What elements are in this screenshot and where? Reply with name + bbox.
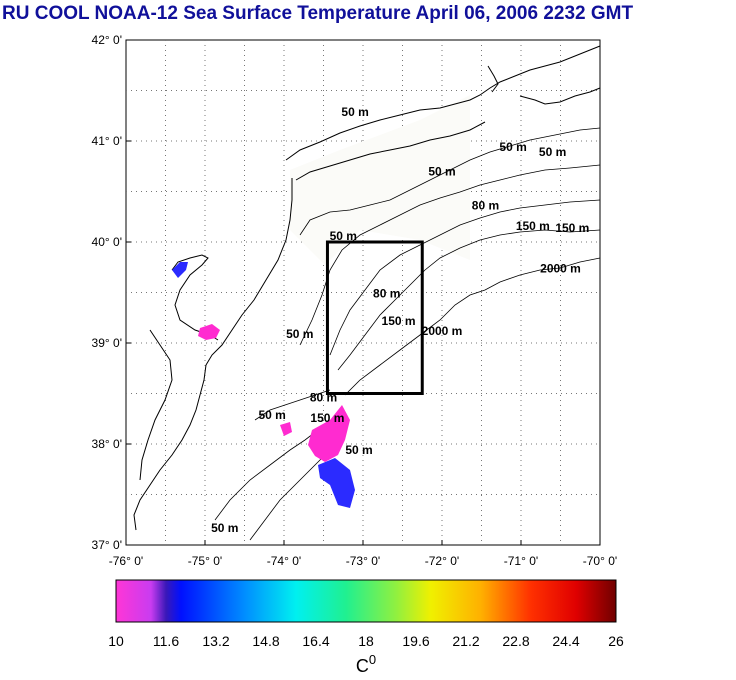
chesapeake-shore <box>139 329 173 481</box>
lon-tick-label: -72° 0' <box>425 554 459 568</box>
colorbar-tick-label: 19.6 <box>402 633 429 649</box>
colorbar-tick-label: 21.2 <box>452 633 479 649</box>
colorbar-tick-label: 14.8 <box>252 633 279 649</box>
sst-patch-main-magenta <box>308 405 350 462</box>
lat-tick-label: 38° 0' <box>92 437 122 451</box>
lat-tick-label: 42° 0' <box>92 33 122 47</box>
contour-label: 50 m <box>341 105 368 119</box>
coastline <box>133 45 601 531</box>
lat-tick-label: 37° 0' <box>92 538 122 552</box>
contour-label: 150 m <box>555 221 589 235</box>
contour-label: 150 m <box>310 411 344 425</box>
contour-150m <box>337 229 601 371</box>
colorbar-unit-superscript: 0 <box>369 652 376 667</box>
contour-label: 50 m <box>330 229 357 243</box>
sst-patch-river <box>172 262 188 278</box>
colorbar-tick-label: 22.8 <box>502 633 529 649</box>
colorbar-tick-label: 26 <box>608 633 624 649</box>
contour-label: 150 m <box>382 314 416 328</box>
lon-tick-label: -70° 0' <box>583 554 617 568</box>
contour-50m-north <box>299 127 601 236</box>
lat-tick-label: 41° 0' <box>92 134 122 148</box>
lon-tick-label: -73° 0' <box>346 554 380 568</box>
lon-tick-label: -71° 0' <box>504 554 538 568</box>
contour-label: 80 m <box>310 391 337 405</box>
delmarva-coast <box>133 364 207 531</box>
sst-patch-south-small <box>280 422 292 436</box>
lon-tick-label: -75° 0' <box>188 554 222 568</box>
contour-label: 50 m <box>345 443 372 457</box>
latitude-tick-labels: 42° 0' 41° 0' 40° 0' 39° 0' 38° 0' 37° 0' <box>92 33 131 552</box>
contour-label: 80 m <box>472 199 499 213</box>
map-panel: 50 m 50 m 50 m 50 m 80 m 150 m 150 m 50 m 2000 m… <box>125 39 601 546</box>
new-jersey-coast <box>205 178 293 366</box>
new-england-coast <box>285 45 601 161</box>
cape-cod-hook <box>487 65 499 93</box>
sst-patch-delaware <box>198 324 220 340</box>
map-title: RU COOL NOAA-12 Sea Surface Temperature … <box>2 3 634 24</box>
colorbar-unit-letter: C <box>356 656 369 676</box>
contour-labels: 50 m 50 m 50 m 50 m 80 m 150 m 150 m 50 m 2000 m… <box>211 105 589 535</box>
lon-tick-label: -76° 0' <box>109 554 143 568</box>
colorbar-tick-label: 24.4 <box>552 633 579 649</box>
contour-south-shelf <box>214 429 319 521</box>
sst-patches <box>172 262 355 508</box>
contour-label: 50 m <box>539 145 566 159</box>
colorbar-ticks: 10 11.6 13.2 14.8 16.4 18 19.6 21.2 22.8 24.4 26 <box>108 633 624 649</box>
contour-label: 50 m <box>499 140 526 154</box>
contour-80m <box>329 199 601 356</box>
colorbar-tick-label: 16.4 <box>302 633 329 649</box>
contour-label: 50 m <box>286 327 313 341</box>
lat-tick-label: 39° 0' <box>92 336 122 350</box>
colorbar-unit: C0 <box>356 652 376 676</box>
colorbar-tick-label: 11.6 <box>153 633 179 649</box>
contour-label: 50 m <box>428 164 455 178</box>
long-island-coast <box>295 121 486 181</box>
colorbar-tick-label: 13.2 <box>202 633 229 649</box>
lon-tick-label: -74° 0' <box>267 554 301 568</box>
cape-cod-coast <box>519 87 601 105</box>
graticule <box>126 40 600 545</box>
lat-tick-label: 40° 0' <box>92 235 122 249</box>
contour-label: 80 m <box>373 287 400 301</box>
contour-label: 150 m <box>516 219 550 233</box>
longitude-tick-labels: -76° 0' -75° 0' -74° 0' -73° 0' -72° 0' -71° … <box>109 540 617 568</box>
contour-label: 2000 m <box>540 261 581 275</box>
contour-label: 2000 m <box>422 324 463 338</box>
colorbar-tick-label: 18 <box>358 633 374 649</box>
contour-south-50m <box>254 389 331 421</box>
contour-label: 50 m <box>258 408 285 422</box>
contour-label: 50 m <box>211 521 238 535</box>
colorbar-gradient <box>115 579 617 623</box>
cloud-mask <box>290 95 470 265</box>
sst-patch-main-blue <box>318 458 355 508</box>
delaware-bay <box>171 254 219 341</box>
colorbar-tick-label: 10 <box>108 633 124 649</box>
study-area-box <box>325 240 424 395</box>
contour-2000m <box>344 257 601 396</box>
colorbar: 10 11.6 13.2 14.8 16.4 18 19.6 21.2 22.8 24.4 26 C… <box>108 579 624 676</box>
